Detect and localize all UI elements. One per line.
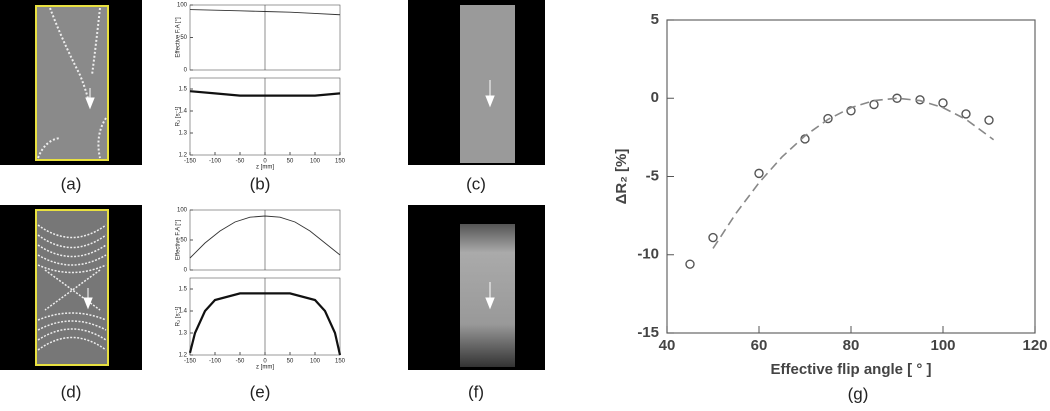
y-tick-label: 50 [180, 35, 187, 41]
x-tick-label: 50 [287, 159, 294, 165]
y-axis-label: R₂ [s⁻¹] [176, 306, 182, 326]
panel-caption: (g) [848, 384, 869, 403]
y-tick-label: 100 [177, 3, 188, 9]
panel-caption: (e) [250, 382, 271, 401]
y-axis-label: Effective F.A [°] [176, 17, 182, 58]
x-tick-label: -150 [184, 159, 197, 165]
y-tick-label: 1.5 [179, 287, 188, 293]
y-tick-label: 100 [177, 208, 188, 214]
data-point [984, 115, 994, 125]
x-tick-label: 80 [843, 337, 860, 354]
data-line [189, 215, 341, 259]
data-line [189, 90, 341, 97]
data-point [754, 168, 764, 179]
x-tick-label: -100 [209, 159, 222, 165]
panel-caption: (d) [61, 382, 82, 401]
data-line [188, 292, 342, 356]
y-tick-label: 0 [184, 268, 188, 274]
y-tick-label: 0 [651, 89, 659, 106]
x-tick-label: 60 [751, 337, 768, 354]
data-point [961, 109, 971, 119]
y-tick-label: 1.5 [179, 87, 188, 93]
y-tick-label: 1.4 [179, 109, 188, 115]
x-tick-label: 40 [659, 337, 676, 354]
data-line [189, 9, 341, 16]
y-tick-label: 50 [180, 238, 187, 244]
y-axis-label: R₂ [s⁻¹] [176, 106, 182, 126]
y-tick-label: 1.3 [179, 331, 188, 337]
x-tick-label: 100 [310, 159, 321, 165]
y-axis-label: Effective F.A [°] [176, 220, 182, 261]
x-tick-label: 100 [310, 359, 321, 365]
panel-caption: (c) [466, 174, 486, 193]
y-tick-label: 1.2 [179, 353, 188, 359]
x-tick-label: 150 [335, 159, 346, 165]
x-tick-label: 50 [287, 359, 294, 365]
y-tick-label: 0 [184, 68, 188, 74]
data-line [712, 97, 995, 249]
y-tick-label: 1.3 [179, 131, 188, 137]
image-d [0, 205, 142, 370]
x-axis-label: z [mm] [256, 165, 274, 171]
panel-caption: (f) [468, 382, 484, 401]
x-tick-label: 0 [263, 359, 267, 365]
data-point [869, 99, 879, 110]
y-tick-label: -15 [637, 324, 659, 341]
panel-caption: (a) [61, 174, 82, 193]
x-tick-label: -100 [209, 359, 222, 365]
x-axis-label: Effective flip angle [ ° ] [770, 361, 931, 378]
x-axis-label: z [mm] [256, 365, 274, 371]
data-point [938, 98, 948, 108]
y-tick-label: -5 [646, 167, 659, 184]
x-tick-label: 120 [1022, 337, 1047, 354]
y-axis-label: ΔR₂ [%] [613, 149, 630, 205]
data-point [823, 113, 833, 124]
plot-frame [666, 19, 1036, 334]
x-tick-label: 150 [335, 359, 346, 365]
data-point [846, 106, 856, 116]
panel-caption: (b) [250, 174, 271, 193]
y-tick-label: 1.2 [179, 153, 188, 159]
data-point [708, 232, 718, 243]
image-f [408, 205, 545, 370]
x-tick-label: -150 [184, 359, 197, 365]
x-tick-label: -50 [236, 159, 245, 165]
image-c [408, 0, 545, 165]
y-tick-label: 5 [651, 11, 659, 28]
x-tick-label: 100 [930, 337, 955, 354]
y-tick-label: 1.4 [179, 309, 188, 315]
image-a [0, 0, 142, 165]
data-point [685, 259, 695, 269]
y-tick-label: -10 [637, 246, 659, 263]
x-tick-label: 0 [263, 159, 267, 165]
x-tick-label: -50 [236, 359, 245, 365]
